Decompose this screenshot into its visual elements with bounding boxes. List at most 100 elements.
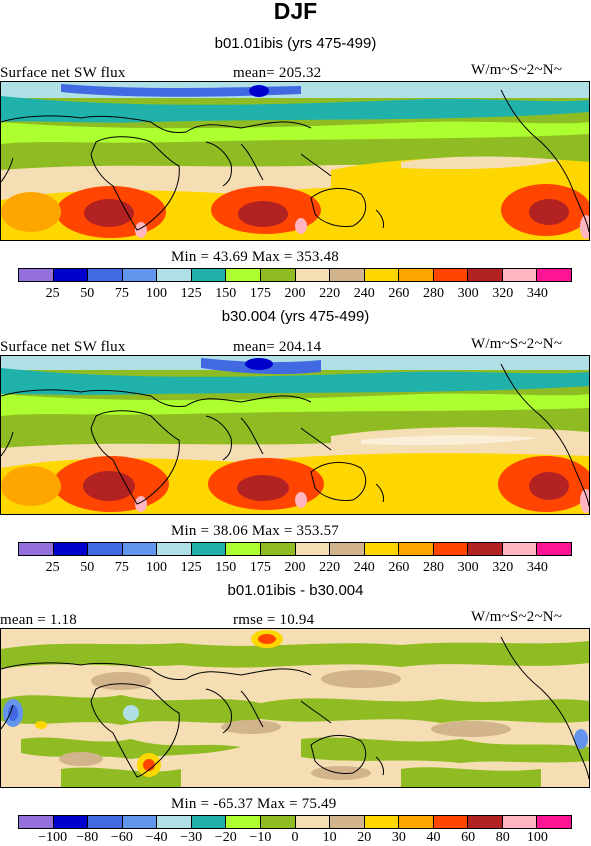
- colorbar-tick-label: 25: [45, 286, 60, 301]
- colorbar-swatch-13: [468, 816, 503, 828]
- colorbar-swatch-13: [468, 269, 503, 281]
- panel-1-min-max: Min = 43.69 Max = 353.48: [171, 249, 339, 265]
- colorbar-swatch-11: [399, 269, 434, 281]
- colorbar-swatch-8: [295, 543, 331, 555]
- panel-3-colorbar-ticks: −100 −80 −60 −40 −30 −20 −10 0 10 20 30 40 60 80 100: [18, 830, 572, 846]
- colorbar-tick-label: 30: [391, 830, 406, 845]
- colorbar-tick-label: 100: [146, 286, 167, 301]
- colorbar-swatch-9: [330, 269, 365, 281]
- colorbar-swatch-4: [157, 269, 192, 281]
- colorbar-swatch-8: [295, 816, 331, 828]
- colorbar-tick-label: 260: [388, 286, 410, 301]
- colorbar-tick-label: 20: [357, 830, 372, 845]
- colorbar-swatch-4: [157, 816, 192, 828]
- colorbar-tick-label: 100: [146, 560, 167, 575]
- colorbar-swatch-6: [226, 543, 261, 555]
- colorbar-tick-label: 50: [80, 286, 95, 301]
- colorbar-tick-label: −10: [249, 830, 272, 845]
- colorbar-swatch-15: [537, 269, 571, 281]
- colorbar-swatch-2: [88, 543, 123, 555]
- panel-1-units-label: W/m~S~2~N~: [471, 62, 563, 78]
- colorbar-tick-label: 75: [114, 560, 129, 575]
- colorbar-tick-label: 240: [353, 286, 375, 301]
- colorbar-swatch-14: [502, 543, 538, 555]
- colorbar-tick-label: 240: [353, 560, 375, 575]
- colorbar-swatch-10: [364, 269, 400, 281]
- colorbar-tick-label: 150: [215, 286, 237, 301]
- panel-2-variable-label: Surface net SW flux: [0, 339, 126, 355]
- colorbar-swatch-4: [157, 543, 192, 555]
- colorbar-swatch-2: [88, 816, 123, 828]
- colorbar-tick-label: 220: [319, 560, 341, 575]
- colorbar-tick-label: 0: [291, 830, 299, 845]
- panel-2-mean-label: mean= 204.14: [233, 339, 322, 355]
- colorbar-swatch-12: [433, 269, 469, 281]
- colorbar-swatch-1: [53, 269, 89, 281]
- colorbar-swatch-0: [19, 269, 54, 281]
- colorbar-tick-label: 300: [457, 286, 479, 301]
- colorbar-tick-label: 175: [249, 560, 271, 575]
- panel-2-title: b30.004 (yrs 475-499): [221, 308, 370, 325]
- panel-1-colorbar-ticks: 25 50 75 100 125 150 175 200 220 240 260 280 300 320 3…: [18, 286, 572, 302]
- colorbar-tick-label: 100: [526, 830, 548, 845]
- colorbar-swatch-15: [537, 816, 571, 828]
- colorbar-swatch-7: [260, 543, 296, 555]
- colorbar-tick-label: 300: [457, 560, 479, 575]
- panel-1-title: b01.01ibis (yrs 475-499): [214, 35, 377, 52]
- colorbar-tick-label: 280: [423, 560, 444, 575]
- colorbar-tick-label: −80: [76, 830, 99, 845]
- colorbar-tick-label: −20: [214, 830, 237, 845]
- colorbar-swatch-11: [399, 543, 434, 555]
- colorbar-tick-label: 125: [180, 286, 202, 301]
- panel-2-map: [0, 355, 590, 515]
- panel-3-colorbar: [18, 815, 572, 829]
- colorbar-tick-label: 150: [215, 560, 237, 575]
- colorbar-tick-label: 60: [461, 830, 476, 845]
- panel-2-colorbar-ticks: 25 50 75 100 125 150 175 200 220 240 260 280 300 320 3…: [18, 560, 572, 576]
- colorbar-swatch-3: [122, 543, 158, 555]
- colorbar-swatch-11: [399, 816, 434, 828]
- panel-1-colorbar: [18, 268, 572, 282]
- panel-3-min-max: Min = -65.37 Max = 75.49: [171, 796, 337, 812]
- colorbar-tick-label: 25: [45, 560, 60, 575]
- colorbar-swatch-12: [433, 543, 469, 555]
- colorbar-tick-label: 10: [322, 830, 337, 845]
- colorbar-tick-label: 340: [526, 560, 548, 575]
- panel-1-mean-label: mean= 205.32: [233, 65, 322, 81]
- colorbar-swatch-3: [122, 816, 158, 828]
- panel-3-map: [0, 628, 590, 788]
- colorbar-tick-label: 200: [284, 560, 306, 575]
- colorbar-swatch-5: [191, 269, 227, 281]
- colorbar-tick-label: 220: [319, 286, 341, 301]
- colorbar-swatch-9: [330, 543, 365, 555]
- colorbar-swatch-14: [502, 269, 538, 281]
- colorbar-swatch-8: [295, 269, 331, 281]
- colorbar-tick-label: 40: [426, 830, 441, 845]
- colorbar-tick-label: −100: [38, 830, 68, 845]
- colorbar-swatch-9: [330, 816, 365, 828]
- colorbar-swatch-12: [433, 816, 469, 828]
- panel-3-rmse-label: rmse = 10.94: [233, 612, 315, 628]
- colorbar-swatch-2: [88, 269, 123, 281]
- colorbar-swatch-1: [53, 816, 89, 828]
- colorbar-tick-label: 320: [492, 286, 514, 301]
- colorbar-swatch-14: [502, 816, 538, 828]
- colorbar-tick-label: −60: [110, 830, 133, 845]
- colorbar-swatch-7: [260, 269, 296, 281]
- panel-3-mean-label: mean = 1.18: [0, 612, 77, 628]
- colorbar-tick-label: 200: [284, 286, 306, 301]
- colorbar-swatch-10: [364, 543, 400, 555]
- colorbar-swatch-0: [19, 543, 54, 555]
- colorbar-swatch-5: [191, 543, 227, 555]
- colorbar-tick-label: 260: [388, 560, 410, 575]
- panel-2-min-max: Min = 38.06 Max = 353.57: [171, 523, 339, 539]
- colorbar-swatch-6: [226, 816, 261, 828]
- colorbar-tick-label: 75: [114, 286, 129, 301]
- colorbar-tick-label: −30: [180, 830, 203, 845]
- colorbar-swatch-6: [226, 269, 261, 281]
- colorbar-tick-label: −40: [145, 830, 168, 845]
- colorbar-swatch-13: [468, 543, 503, 555]
- colorbar-swatch-3: [122, 269, 158, 281]
- colorbar-swatch-15: [537, 543, 571, 555]
- colorbar-swatch-10: [364, 816, 400, 828]
